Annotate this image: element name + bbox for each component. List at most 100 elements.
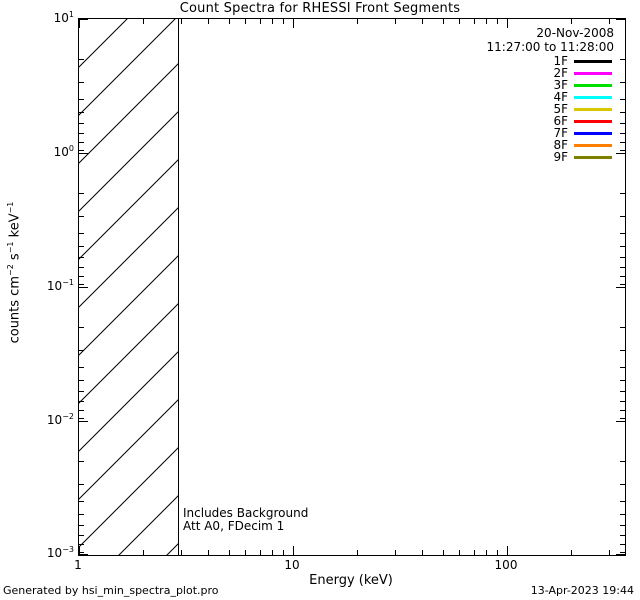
y-tick-minor-right <box>620 552 625 553</box>
y-tick-minor <box>79 112 84 113</box>
y-tick-label-10e-1: 10−1 <box>46 278 74 293</box>
y-tick-minor <box>79 246 84 247</box>
y-tick-label-10e1: 101 <box>53 10 74 25</box>
y-tick-minor <box>79 391 84 392</box>
x-tick-minor <box>260 550 261 555</box>
x-tick-minor <box>422 550 423 555</box>
y-tick-minor <box>79 150 84 151</box>
x-tick-minor-top <box>143 19 144 24</box>
plot-annotations: Includes Background Att A0, FDecim 1 <box>183 507 308 533</box>
y-tick-minor <box>79 461 84 462</box>
y-tick-major-right <box>616 287 625 288</box>
y-tick-minor-right <box>620 216 625 217</box>
x-tick-minor-top <box>571 19 572 24</box>
y-tick-minor <box>79 284 84 285</box>
y-tick-minor <box>79 216 84 217</box>
legend-color-swatch <box>574 59 612 63</box>
legend-color-swatch <box>574 95 612 99</box>
y-tick-label-10e0: 100 <box>53 144 74 159</box>
x-tick-minor-top <box>486 19 487 24</box>
x-tick-minor-top <box>497 19 498 24</box>
legend-item-4f[interactable]: 4F <box>420 91 620 103</box>
y-tick-minor-right <box>620 501 625 502</box>
y-tick-minor-right <box>620 525 625 526</box>
y-tick-minor <box>79 401 84 402</box>
x-tick-minor <box>609 550 610 555</box>
x-tick-minor-top <box>260 19 261 24</box>
legend-color-swatch <box>574 119 612 123</box>
x-tick-minor <box>571 550 572 555</box>
x-tick-label-10: 10 <box>284 558 300 572</box>
legend-item-5f[interactable]: 5F <box>420 103 620 115</box>
y-tick-minor <box>79 267 84 268</box>
y-tick-minor-right <box>620 82 625 83</box>
legend-time-range: 11:27:00 to 11:28:00 <box>486 40 614 54</box>
legend-label: 5F <box>553 102 568 116</box>
y-tick-major-10e-2 <box>79 421 88 422</box>
y-tick-minor-right <box>620 514 625 515</box>
x-tick-minor-top <box>395 19 396 24</box>
y-tick-minor-right <box>620 391 625 392</box>
x-tick-minor-top <box>357 19 358 24</box>
legend-item-7f[interactable]: 7F <box>420 127 620 139</box>
legend-observation-date: 20-Nov-2008 <box>536 26 614 40</box>
x-tick-minor <box>245 550 246 555</box>
y-tick-minor-right <box>620 461 625 462</box>
footer-generated-by: Generated by hsi_min_spectra_plot.pro <box>3 584 219 597</box>
x-tick-minor-top <box>181 19 182 24</box>
y-tick-minor <box>79 257 84 258</box>
y-tick-major-10e-3 <box>79 554 88 555</box>
y-tick-minor-right <box>620 410 625 411</box>
footer-timestamp: 13-Apr-2023 19:44 <box>530 584 634 597</box>
legend-item-6f[interactable]: 6F <box>420 115 620 127</box>
legend-label: 6F <box>553 114 568 128</box>
legend-label: 2F <box>553 66 568 80</box>
legend-color-swatch <box>574 155 612 159</box>
y-tick-minor <box>79 133 84 134</box>
y-tick-minor-right <box>620 99 625 100</box>
y-tick-minor-right <box>620 257 625 258</box>
y-tick-minor <box>79 327 84 328</box>
y-tick-minor <box>79 350 84 351</box>
y-tick-minor <box>79 514 84 515</box>
y-axis-tick-labels: 101 100 10−1 10−2 10−3 <box>26 11 74 560</box>
y-tick-minor-right <box>620 380 625 381</box>
plot-canvas <box>79 19 625 555</box>
page-title: Count Spectra for RHESSI Front Segments <box>179 1 461 16</box>
legend-item-9f[interactable]: 9F <box>420 151 620 163</box>
y-tick-major-right <box>616 19 625 20</box>
x-tick-major-100 <box>507 546 508 555</box>
legend-color-swatch <box>574 83 612 87</box>
annotation-attenuator-state: Att A0, FDecim 1 <box>183 519 285 533</box>
x-tick-minor-top <box>459 19 460 24</box>
x-tick-major-top <box>79 19 80 28</box>
legend-label: 9F <box>553 150 568 164</box>
y-tick-minor-right <box>620 233 625 234</box>
y-tick-minor <box>79 410 84 411</box>
y-tick-minor-right <box>620 401 625 402</box>
x-tick-minor-top <box>283 19 284 24</box>
legend: 20-Nov-2008 11:27:00 to 11:28:00 1F 2F 3… <box>420 26 620 163</box>
x-tick-minor <box>181 550 182 555</box>
x-tick-minor <box>143 550 144 555</box>
x-tick-minor <box>357 550 358 555</box>
legend-color-swatch <box>574 143 612 147</box>
y-tick-minor-right <box>620 284 625 285</box>
legend-item-8f[interactable]: 8F <box>420 139 620 151</box>
y-tick-major-right <box>616 421 625 422</box>
y-tick-minor-right <box>620 484 625 485</box>
x-tick-minor <box>283 550 284 555</box>
y-tick-minor-right <box>620 350 625 351</box>
legend-entries: 1F 2F 3F 4F 5F 6F 7F 8F <box>420 55 620 163</box>
legend-item-1f[interactable]: 1F <box>420 55 620 67</box>
legend-item-3f[interactable]: 3F <box>420 79 620 91</box>
x-tick-major-1 <box>79 546 80 555</box>
y-tick-label-10e-3: 10−3 <box>46 545 74 560</box>
legend-item-2f[interactable]: 2F <box>420 67 620 79</box>
legend-color-swatch <box>574 131 612 135</box>
y-tick-minor-right <box>620 327 625 328</box>
excluded-energy-hatch-region <box>79 19 178 555</box>
y-tick-minor <box>79 193 84 194</box>
x-tick-minor-top <box>208 19 209 24</box>
y-tick-major-10e-1 <box>79 287 88 288</box>
